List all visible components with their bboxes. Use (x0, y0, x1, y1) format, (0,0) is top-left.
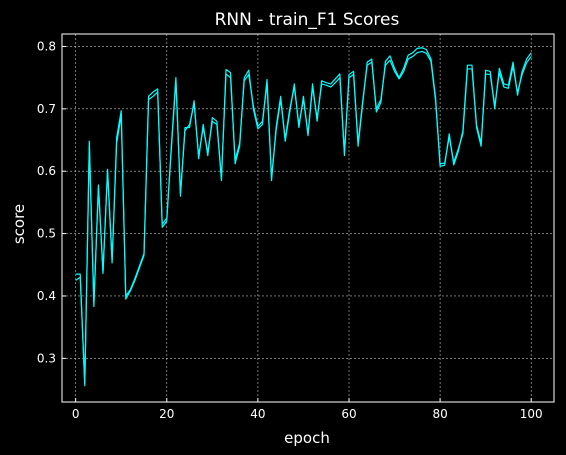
x-tick-label: 100 (520, 407, 543, 421)
y-tick-label: 0.5 (37, 227, 56, 241)
y-tick-label: 0.8 (37, 39, 56, 53)
y-tick-label: 0.6 (37, 164, 56, 178)
y-tick-label: 0.4 (37, 289, 56, 303)
x-tick-label: 20 (159, 407, 174, 421)
y-axis-label: score (10, 204, 28, 244)
chart-title: RNN - train_F1 Scores (215, 10, 400, 30)
series-line (75, 50, 532, 384)
series-line (75, 47, 532, 387)
x-tick-label: 0 (72, 407, 80, 421)
x-axis-label: epoch (284, 429, 330, 447)
x-tick-label: 80 (432, 407, 447, 421)
tick-layer: 0 20 40 60 80 100 0.3 0.4 0.5 0.6 0.7 0.8 (37, 39, 543, 421)
x-tick-label: 40 (250, 407, 265, 421)
series-layer (75, 47, 532, 387)
y-tick-label: 0.7 (37, 102, 56, 116)
x-tick-label: 60 (341, 407, 356, 421)
y-tick-label: 0.3 (37, 351, 56, 365)
plot-frame (61, 33, 555, 403)
